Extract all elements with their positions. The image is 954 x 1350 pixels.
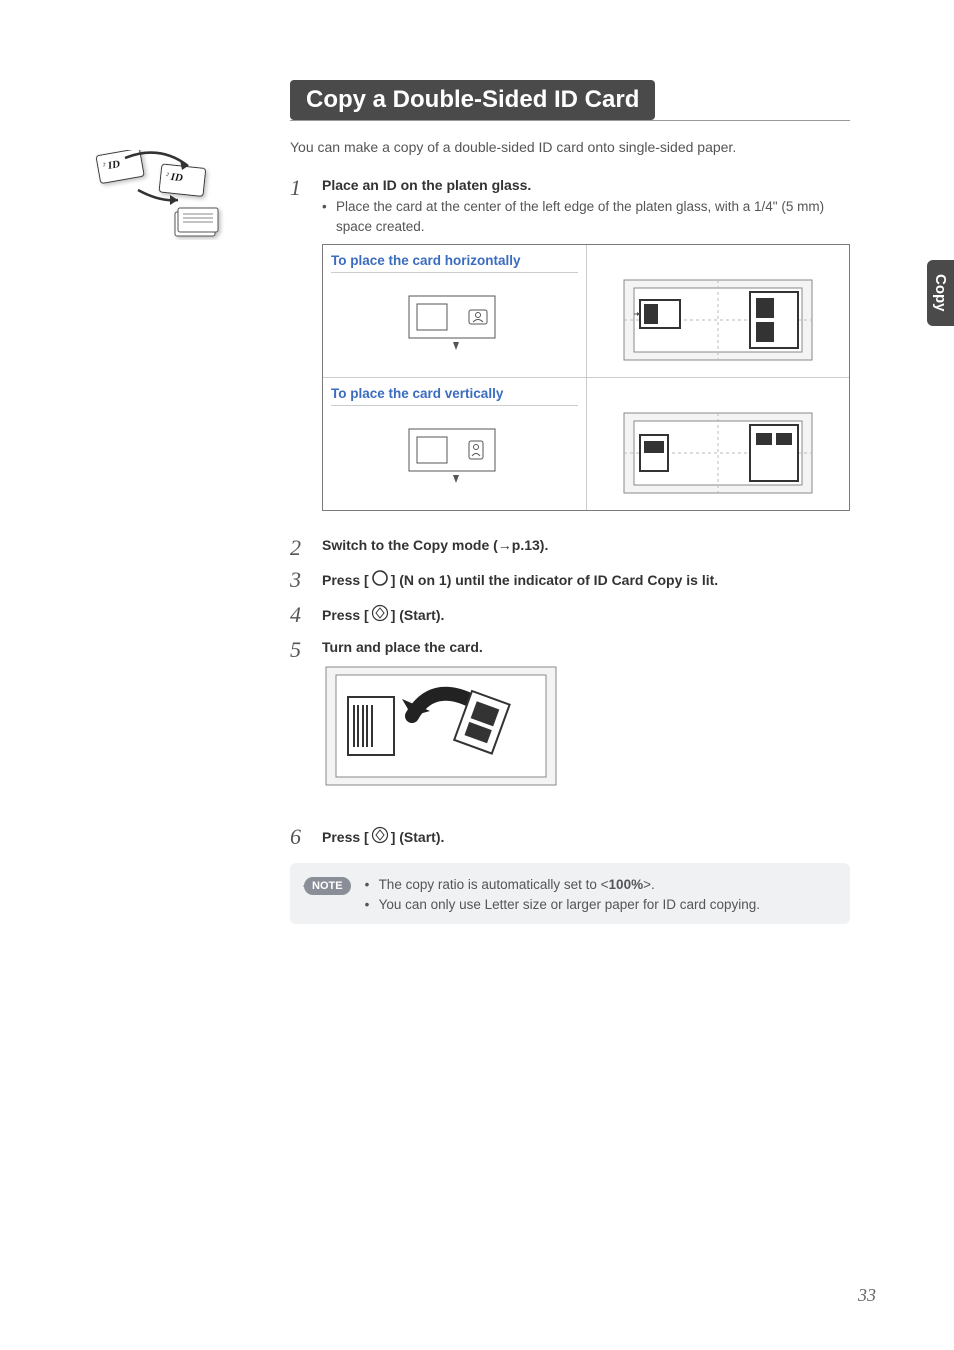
note-text-before: The copy ratio is automatically set to < [379, 877, 609, 892]
platen-vertical-diagram [595, 408, 842, 498]
platen-horizontal-diagram [595, 275, 842, 365]
id-card-hero-icon: ² ID ² ID [90, 150, 220, 230]
section-title: Copy a Double-Sided ID Card [290, 80, 655, 120]
step-title: Press [ ] (Start). [322, 826, 444, 847]
card-horizontal-diagram [331, 279, 578, 369]
step-number: 5 [290, 639, 308, 816]
step-number: 3 [290, 569, 308, 594]
svg-text:ID: ID [106, 158, 121, 172]
step-4: 4 Press [ ] (Start). [290, 604, 850, 629]
step-5: 5 Turn and place the card. [290, 639, 850, 816]
step-title-after: ] (N on 1) until the indicator of ID Car… [391, 572, 718, 588]
step-title: Switch to the Copy mode (→p.13). [322, 537, 850, 553]
note-text-bold: 100% [609, 877, 644, 892]
placement-box: To place the card horizontally [322, 244, 850, 511]
turn-card-diagram [322, 661, 850, 796]
step-title-before: Press [ [322, 829, 369, 845]
side-tab-copy: Copy [927, 260, 954, 326]
page-number: 33 [858, 1285, 876, 1306]
note-box: NOTE The copy ratio is automatically set… [290, 863, 850, 924]
step-6: 6 Press [ ] (Start). [290, 826, 850, 851]
placement-label-horizontal: To place the card horizontally [331, 253, 578, 273]
step-title-before: Press [ [322, 607, 369, 623]
step-title-after: ] (Start). [391, 607, 445, 623]
note-item: The copy ratio is automatically set to <… [365, 875, 836, 895]
step-number: 1 [290, 177, 308, 527]
step-number: 4 [290, 604, 308, 629]
section-title-wrap: Copy a Double-Sided ID Card [290, 80, 850, 121]
step-number: 6 [290, 826, 308, 851]
step-title-after: ] (Start). [391, 829, 445, 845]
note-item: You can only use Letter size or larger p… [365, 895, 836, 915]
n-on-1-button-icon [371, 569, 389, 590]
step-3: 3 Press [ ] (N on 1) until the indicator… [290, 569, 850, 594]
placement-label-vertical: To place the card vertically [331, 386, 578, 406]
start-button-icon [371, 826, 389, 847]
note-badge: NOTE [304, 877, 351, 895]
step-title-before: Press [ [322, 572, 369, 588]
step-title: Press [ ] (N on 1) until the indicator o… [322, 569, 718, 590]
start-button-icon [371, 604, 389, 625]
card-vertical-diagram [331, 412, 578, 502]
step-2: 2 Switch to the Copy mode (→p.13). [290, 537, 850, 559]
step-1: 1 Place an ID on the platen glass. Place… [290, 177, 850, 527]
step-title: Press [ ] (Start). [322, 604, 444, 625]
step-title: Place an ID on the platen glass. [322, 177, 850, 193]
step-title: Turn and place the card. [322, 639, 850, 655]
intro-text: You can make a copy of a double-sided ID… [290, 139, 850, 155]
svg-text:ID: ID [169, 171, 183, 184]
note-text-after: >. [643, 877, 655, 892]
step-number: 2 [290, 537, 308, 559]
step-bullet: Place the card at the center of the left… [322, 197, 850, 236]
